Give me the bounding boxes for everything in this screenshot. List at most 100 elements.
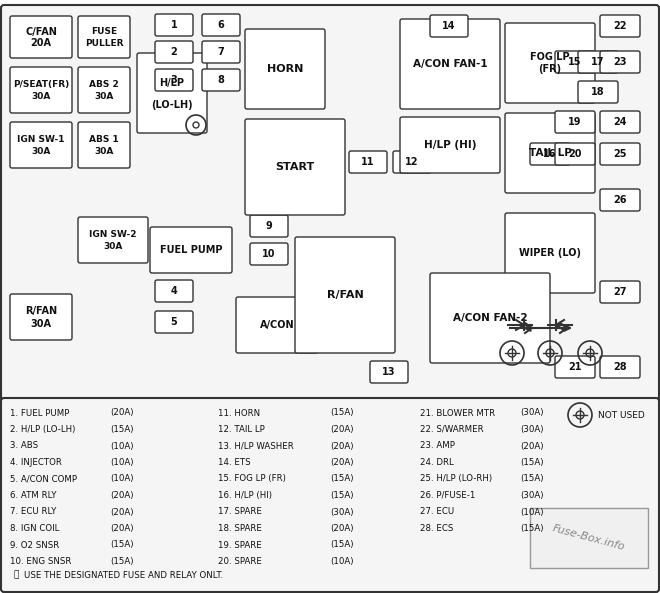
Text: 18: 18 (591, 87, 605, 97)
Text: 4: 4 (171, 286, 178, 296)
Text: 30A: 30A (31, 93, 51, 101)
Text: 19. SPARE: 19. SPARE (218, 540, 262, 550)
Text: 10: 10 (262, 249, 276, 259)
Text: 24. DRL: 24. DRL (420, 458, 454, 467)
Text: 2. H/LP (LO-LH): 2. H/LP (LO-LH) (10, 425, 75, 434)
Text: 20A: 20A (30, 39, 51, 48)
Text: 15. FOG LP (FR): 15. FOG LP (FR) (218, 474, 286, 483)
Text: 27. ECU: 27. ECU (420, 508, 454, 517)
Text: 3. ABS: 3. ABS (10, 442, 38, 451)
Text: (20A): (20A) (110, 409, 133, 417)
Text: 18. SPARE: 18. SPARE (218, 524, 262, 533)
Text: 12. TAIL LP: 12. TAIL LP (218, 425, 265, 434)
FancyBboxPatch shape (505, 113, 595, 193)
Text: START: START (275, 162, 315, 172)
Text: 30A: 30A (104, 243, 123, 251)
Text: 20. SPARE: 20. SPARE (218, 557, 262, 566)
Text: NOT USED: NOT USED (598, 410, 645, 419)
Text: 28. ECS: 28. ECS (420, 524, 453, 533)
Bar (530, 508, 648, 568)
FancyBboxPatch shape (202, 69, 240, 91)
Text: 9. O2 SNSR: 9. O2 SNSR (10, 540, 59, 550)
Text: (15A): (15A) (330, 409, 354, 417)
FancyBboxPatch shape (530, 143, 570, 165)
Text: HORN: HORN (267, 64, 303, 74)
FancyBboxPatch shape (505, 23, 595, 103)
Text: 22. S/WARMER: 22. S/WARMER (420, 425, 484, 434)
FancyBboxPatch shape (245, 29, 325, 109)
Text: 14: 14 (442, 21, 456, 31)
Text: 19: 19 (568, 117, 581, 127)
FancyBboxPatch shape (600, 15, 640, 37)
Text: (10A): (10A) (110, 442, 133, 451)
Text: 23: 23 (613, 57, 627, 67)
Text: FUSE: FUSE (91, 27, 117, 36)
Text: (30A): (30A) (520, 409, 543, 417)
Text: A/CON FAN-1: A/CON FAN-1 (412, 59, 487, 69)
FancyBboxPatch shape (600, 51, 640, 73)
Text: (15A): (15A) (110, 425, 133, 434)
FancyBboxPatch shape (155, 311, 193, 333)
Text: 6: 6 (218, 20, 224, 30)
FancyBboxPatch shape (236, 297, 318, 353)
Text: 11: 11 (361, 157, 375, 167)
FancyBboxPatch shape (78, 122, 130, 168)
FancyBboxPatch shape (202, 41, 240, 63)
FancyBboxPatch shape (10, 16, 72, 58)
FancyBboxPatch shape (1, 5, 659, 401)
Text: C/FAN: C/FAN (25, 27, 57, 37)
Text: (15A): (15A) (110, 557, 133, 566)
Text: (10A): (10A) (110, 474, 133, 483)
FancyBboxPatch shape (430, 15, 468, 37)
Text: (20A): (20A) (330, 442, 354, 451)
Text: 6. ATM RLY: 6. ATM RLY (10, 491, 57, 500)
Text: 1. FUEL PUMP: 1. FUEL PUMP (10, 409, 69, 417)
Text: 1: 1 (171, 20, 178, 30)
FancyBboxPatch shape (555, 51, 595, 73)
Text: Ⓜ: Ⓜ (14, 570, 19, 579)
Text: TAIL LP: TAIL LP (529, 148, 572, 158)
Text: (10A): (10A) (330, 557, 354, 566)
Text: (20A): (20A) (520, 442, 543, 451)
Text: IGN SW-1: IGN SW-1 (17, 135, 65, 144)
Text: IGN SW-2: IGN SW-2 (89, 230, 137, 239)
FancyBboxPatch shape (578, 81, 618, 103)
Text: 4. INJECTOR: 4. INJECTOR (10, 458, 62, 467)
Text: (30A): (30A) (520, 491, 543, 500)
Text: (LO-LH): (LO-LH) (151, 100, 193, 110)
FancyBboxPatch shape (400, 117, 500, 173)
FancyBboxPatch shape (250, 215, 288, 237)
Text: 21. BLOWER MTR: 21. BLOWER MTR (420, 409, 495, 417)
Text: 13. H/LP WASHER: 13. H/LP WASHER (218, 442, 294, 451)
FancyBboxPatch shape (505, 213, 595, 293)
FancyBboxPatch shape (600, 189, 640, 211)
FancyBboxPatch shape (600, 356, 640, 378)
FancyBboxPatch shape (400, 19, 500, 109)
FancyBboxPatch shape (370, 361, 408, 383)
FancyBboxPatch shape (600, 281, 640, 303)
FancyBboxPatch shape (150, 227, 232, 273)
FancyBboxPatch shape (10, 294, 72, 340)
Text: 17. SPARE: 17. SPARE (218, 508, 262, 517)
Text: 23. AMP: 23. AMP (420, 442, 455, 451)
Text: WIPER (LO): WIPER (LO) (519, 248, 581, 258)
Text: (10A): (10A) (520, 508, 543, 517)
Text: 27: 27 (613, 287, 627, 297)
FancyBboxPatch shape (78, 16, 130, 58)
Text: (20A): (20A) (330, 458, 354, 467)
Text: (15A): (15A) (330, 474, 354, 483)
FancyBboxPatch shape (1, 398, 659, 592)
Text: 8: 8 (218, 75, 224, 85)
Text: H/LP (HI): H/LP (HI) (424, 140, 477, 150)
Text: R/FAN: R/FAN (25, 307, 57, 317)
Text: (15A): (15A) (110, 540, 133, 550)
FancyBboxPatch shape (600, 143, 640, 165)
Text: 26: 26 (613, 195, 627, 205)
Text: 9: 9 (265, 221, 273, 231)
Text: 26. P/FUSE-1: 26. P/FUSE-1 (420, 491, 475, 500)
Text: 24: 24 (613, 117, 627, 127)
Text: 30A: 30A (30, 319, 51, 329)
Text: 7. ECU RLY: 7. ECU RLY (10, 508, 56, 517)
Text: (20A): (20A) (330, 425, 354, 434)
Text: (15A): (15A) (520, 474, 543, 483)
